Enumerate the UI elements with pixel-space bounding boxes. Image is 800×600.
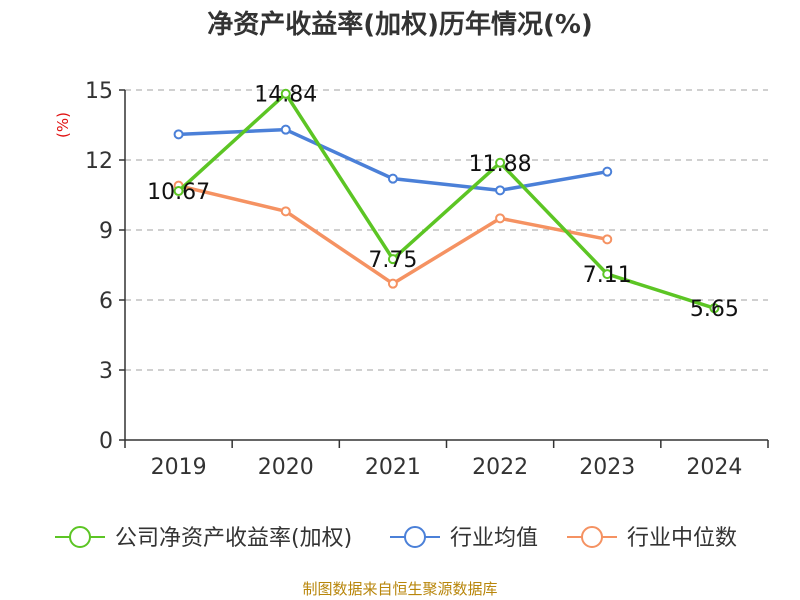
data-point — [602, 166, 613, 177]
axes: 0 3 6 9 12 15 2019 2020 2021 2022 2023 2024 — [85, 79, 769, 480]
data-labels: 10.67 14.84 7.75 11.88 7.11 5.65 — [147, 83, 739, 322]
legend-label: 行业均值 — [450, 526, 538, 551]
x-tick-label: 2019 — [151, 455, 207, 480]
y-tick-label: 12 — [85, 149, 113, 174]
data-point — [709, 303, 720, 314]
legend-marker — [69, 526, 91, 548]
legend-label: 公司净资产收益率(加权) — [115, 526, 352, 551]
legend-label: 行业中位数 — [627, 526, 737, 551]
data-point — [602, 234, 613, 245]
x-tick-label: 2020 — [258, 455, 314, 480]
y-axis-unit: (%) — [54, 112, 72, 138]
x-tick-label: 2021 — [365, 455, 421, 480]
y-tick-label: 15 — [85, 79, 113, 104]
y-tick-label: 9 — [99, 219, 113, 244]
chart-title: 净资产收益率(加权)历年情况(%) — [207, 9, 593, 40]
data-point — [495, 157, 506, 168]
legend: 公司净资产收益率(加权) 行业均值 行业中位数 — [55, 526, 737, 551]
data-label: 14.84 — [254, 83, 317, 108]
data-point — [387, 278, 398, 289]
data-point — [602, 269, 613, 280]
data-point — [173, 129, 184, 140]
data-label: 10.67 — [147, 180, 210, 205]
x-tick-label: 2022 — [472, 455, 528, 480]
x-tick-label: 2024 — [686, 455, 742, 480]
data-label: 7.11 — [583, 263, 632, 288]
x-tick-label: 2023 — [579, 455, 635, 480]
data-label: 5.65 — [690, 297, 739, 322]
y-tick-label: 6 — [99, 289, 113, 314]
data-label: 11.88 — [469, 152, 532, 177]
legend-marker — [404, 526, 426, 548]
series-line-0 — [177, 91, 715, 310]
data-label: 7.75 — [368, 248, 417, 273]
data-point — [387, 254, 398, 265]
y-tick-label: 3 — [99, 359, 113, 384]
data-point — [280, 88, 291, 99]
data-point — [280, 124, 291, 135]
data-point — [495, 213, 506, 224]
data-point — [495, 185, 506, 196]
source-note: 制图数据来自恒生聚源数据库 — [302, 580, 497, 598]
y-tick-label: 0 — [99, 429, 113, 454]
data-point — [173, 186, 184, 197]
legend-marker — [581, 526, 603, 548]
series-group — [173, 88, 720, 314]
data-point — [280, 206, 291, 217]
data-point — [387, 173, 398, 184]
gridlines — [125, 89, 768, 371]
